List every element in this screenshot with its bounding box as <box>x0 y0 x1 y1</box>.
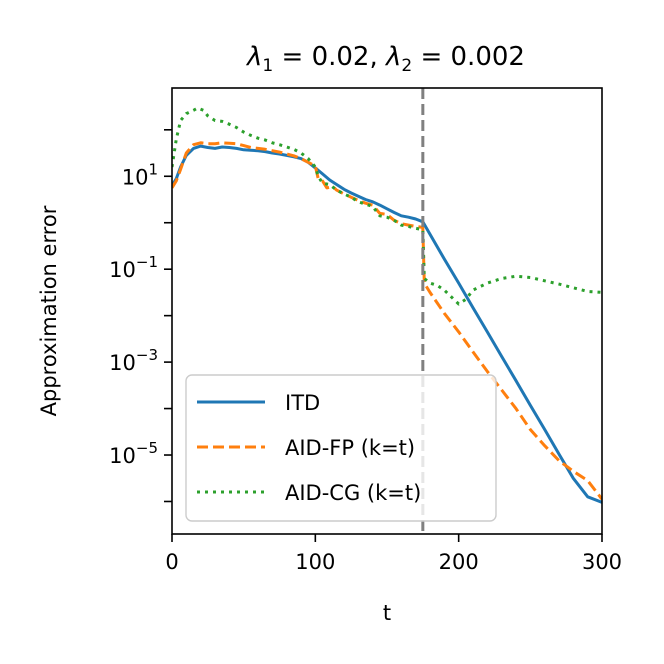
y-tick-label: 10−5 <box>109 439 158 468</box>
x-tick-label: 300 <box>582 550 622 574</box>
chart-title: λ1 = 0.02, λ2 = 0.002 <box>245 42 525 76</box>
y-tick-label: 10−1 <box>109 253 158 282</box>
legend: ITD AID-FP (k=t) AID-CG (k=t) <box>185 374 497 522</box>
y-tick-label: 101 <box>122 160 158 189</box>
title-lambda1-value: = 0.02, <box>273 42 386 72</box>
x-axis-label: t <box>383 601 391 625</box>
series-line-aid-fp-k-t <box>172 141 602 501</box>
x-tick-label: 0 <box>165 550 178 574</box>
x-tick-label: 200 <box>439 550 479 574</box>
x-axis: 0 100 200 300 <box>165 534 622 574</box>
y-axis: 101 10−1 10−3 10−5 <box>109 129 172 503</box>
title-lambda1-subscript: 1 <box>262 56 273 76</box>
y-axis-label: Approximation error <box>37 205 61 416</box>
plot-frame <box>171 87 603 535</box>
title-lambda2-value: = 0.002 <box>412 42 525 72</box>
series-line-itd <box>172 144 602 504</box>
legend-box <box>185 374 497 522</box>
series-line-aid-cg-k-t <box>172 106 602 306</box>
y-tick-label: 10−3 <box>109 346 158 375</box>
title-lambda2-subscript: 2 <box>401 56 412 76</box>
legend-label-itd: ITD <box>285 391 320 415</box>
legend-label-aid-fp: AID-FP (k=t) <box>285 436 415 460</box>
x-tick-label: 100 <box>295 550 335 574</box>
title-lambda2: λ <box>384 42 401 72</box>
title-lambda1: λ <box>245 42 262 72</box>
legend-label-aid-cg: AID-CG (k=t) <box>285 481 421 505</box>
series-group <box>172 106 602 504</box>
